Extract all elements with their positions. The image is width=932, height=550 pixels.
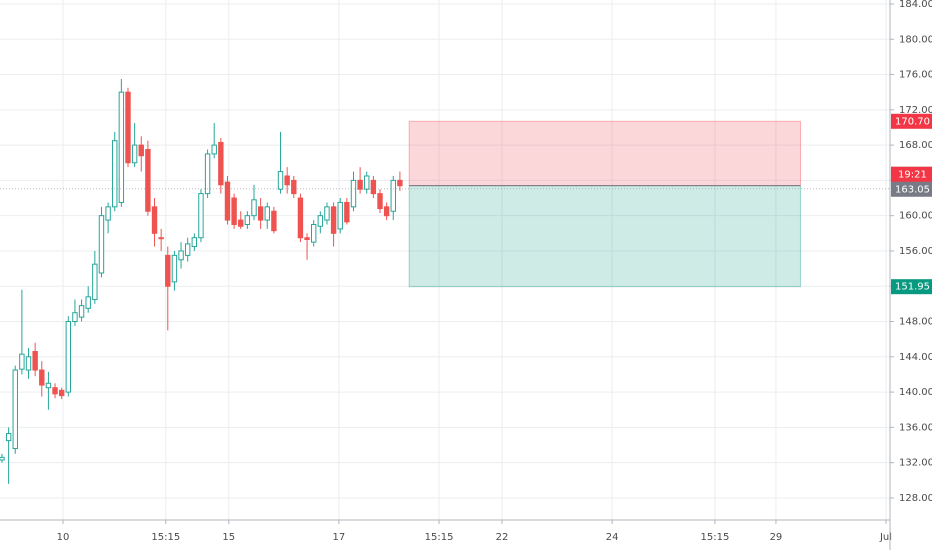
y-tick-label: 184.00: [899, 0, 932, 10]
candle-body: [231, 197, 237, 225]
y-tick-label: 148.00: [899, 317, 932, 328]
y-tick-label: 132.00: [899, 458, 932, 469]
y-tick-label: 180.00: [899, 34, 932, 45]
last-price-label: 163.05: [895, 184, 930, 195]
candle-body: [184, 243, 191, 256]
candle-body: [45, 382, 52, 389]
candle-body: [337, 201, 343, 230]
stop-box: [891, 279, 932, 295]
candle-body: [291, 179, 297, 195]
candle-body: [98, 215, 105, 274]
candle-body: [92, 263, 98, 300]
candle-body: [390, 179, 396, 212]
candle-body: [118, 91, 125, 203]
target-zone: [408, 120, 801, 187]
candle-body: [138, 144, 144, 157]
candle-body: [78, 305, 85, 318]
candle-body: [5, 433, 12, 442]
candle-body: [198, 193, 204, 239]
candle-body: [238, 219, 244, 227]
candle-body: [211, 144, 217, 155]
candle-body: [85, 296, 91, 309]
candle-body: [383, 206, 390, 217]
candle-body: [330, 206, 337, 234]
x-tick-label: 15:15: [151, 532, 180, 543]
target-label: 170.70: [895, 116, 930, 127]
candle-body: [39, 369, 45, 386]
candle-body: [32, 351, 38, 371]
candle-body: [277, 171, 284, 190]
stop-label: 151.95: [895, 282, 930, 293]
x-tick-label: 17: [333, 532, 346, 543]
candle-body: [58, 389, 65, 397]
candle-body: [191, 237, 198, 248]
candle-body: [0, 456, 5, 461]
candle-body: [171, 254, 178, 283]
candle-body: [264, 206, 270, 221]
candle-body: [151, 206, 158, 234]
x-tick-label: Jul: [879, 532, 892, 543]
y-tick-label: 140.00: [899, 387, 932, 398]
candle-body: [244, 215, 251, 225]
target-box: [891, 113, 932, 129]
y-tick-label: 156.00: [899, 246, 932, 257]
y-tick-label: 160.00: [899, 211, 932, 222]
stop-zone: [408, 185, 801, 288]
candle-body: [112, 140, 118, 208]
candle-body: [271, 210, 277, 232]
y-tick-label: 172.00: [899, 105, 932, 116]
candle-body: [377, 193, 383, 210]
candle-body: [131, 144, 138, 164]
candle-body: [297, 197, 304, 239]
candle-body: [25, 356, 32, 371]
candle-body: [12, 369, 18, 450]
candle-body: [204, 153, 211, 195]
candle-body: [145, 149, 151, 212]
candle-body: [65, 321, 72, 393]
candle-body: [165, 254, 171, 287]
candle-body: [125, 91, 131, 164]
x-tick-label: 29: [770, 532, 783, 543]
candle-body: [105, 206, 111, 221]
candle-body: [251, 199, 257, 217]
y-tick-label: 176.00: [899, 70, 932, 81]
candle-body: [364, 175, 370, 190]
x-tick-label: 15:15: [701, 532, 730, 543]
candle-body: [397, 179, 403, 187]
countdown-box: [891, 166, 932, 182]
x-tick-label: 10: [57, 532, 70, 543]
candle-body: [19, 353, 25, 370]
x-tick-label: 15:15: [425, 532, 454, 543]
candle-body: [72, 312, 78, 323]
candle-body: [370, 179, 377, 195]
candle-body: [257, 206, 264, 221]
y-tick-label: 144.00: [899, 352, 932, 363]
x-tick-label: 24: [606, 532, 619, 543]
candle-body: [317, 215, 324, 227]
candle-body: [304, 237, 310, 240]
candle-body: [310, 223, 317, 243]
x-tick-label: 15: [222, 532, 235, 543]
candle-body: [284, 175, 290, 186]
y-tick-label: 168.00: [899, 140, 932, 151]
candle-body: [158, 237, 164, 240]
x-tick-label: 22: [496, 532, 509, 543]
countdown: 19:21: [898, 169, 927, 180]
y-tick-label: 128.00: [899, 493, 932, 504]
candle-body: [344, 201, 350, 223]
candle-body: [357, 179, 363, 190]
candle-body: [224, 181, 231, 221]
candle-body: [218, 141, 224, 186]
candle-body: [178, 250, 184, 261]
candle-body: [52, 387, 58, 395]
y-tick-label: 136.00: [899, 422, 932, 433]
candle-body: [324, 206, 330, 221]
candle-body: [350, 179, 357, 208]
